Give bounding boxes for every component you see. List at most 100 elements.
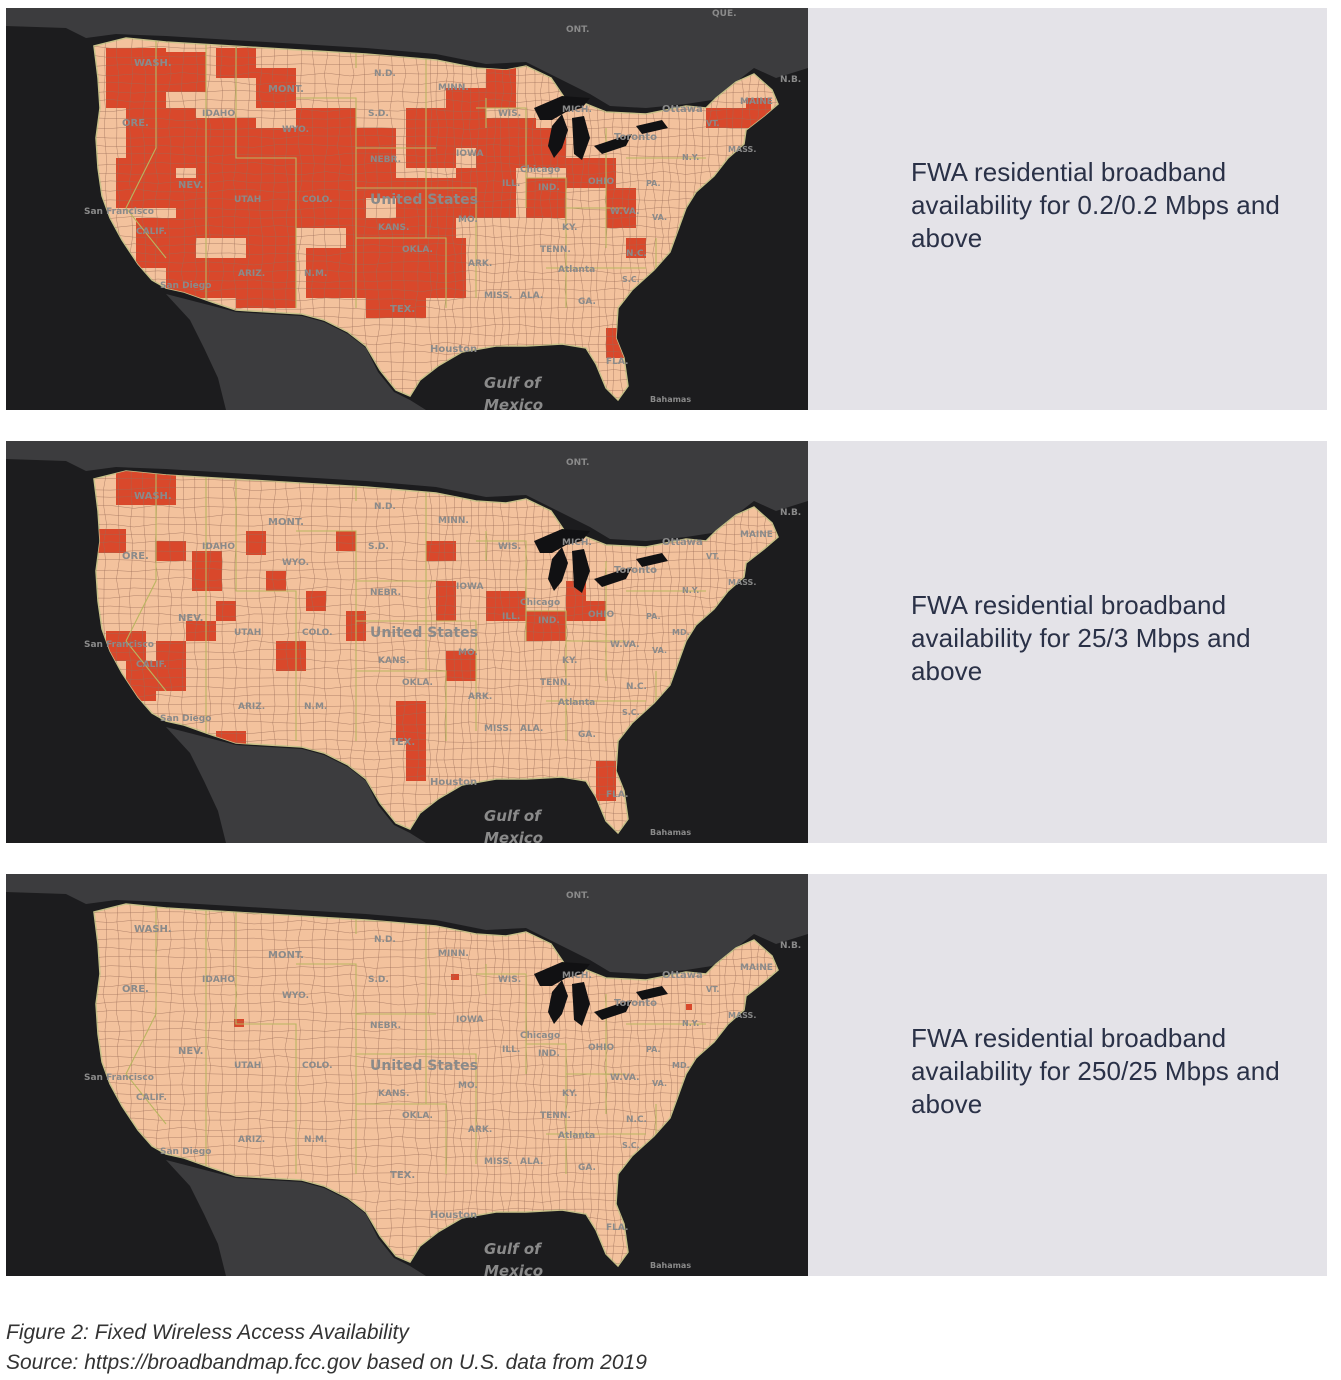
map-label: San Francisco — [84, 640, 154, 650]
map-label: Toronto — [614, 998, 657, 1009]
map-label: MONT. — [268, 950, 304, 961]
map-label: TEX. — [390, 304, 415, 315]
coverage-area — [456, 168, 516, 218]
map-label: ARIZ. — [238, 702, 265, 712]
map-label: Bahamas — [650, 1261, 691, 1270]
map-label: ONT. — [566, 25, 589, 35]
map-label: WIS. — [498, 975, 521, 985]
map-label: Atlanta — [558, 265, 595, 275]
map-label: OHIO — [588, 177, 615, 187]
map-label: MONT. — [268, 84, 304, 95]
map-label: OKLA. — [402, 678, 433, 688]
map-label: ORE. — [122, 118, 149, 129]
map-label: KANS. — [378, 1089, 409, 1099]
map-label: Chicago — [520, 1031, 560, 1041]
coverage-area — [306, 591, 326, 611]
map-label: ARK. — [468, 259, 492, 269]
map-svg-3: WASH. MONT. N.D. MINN. ORE. IDAHO WYO. S.D. WIS.… — [6, 874, 808, 1276]
map-label: San Diego — [160, 281, 211, 291]
map-label: MO. — [458, 1081, 478, 1091]
map-label: United States — [370, 625, 478, 641]
map-label: VT. — [706, 985, 719, 994]
map-label: WIS. — [498, 542, 521, 552]
map-label: Bahamas — [650, 828, 691, 837]
us-coverage-map-2: WASH. MONT. N.D. MINN. ORE. IDAHO WYO. S.D. WIS.… — [6, 441, 808, 843]
map-label: WYO. — [282, 125, 309, 135]
map-label: S.C. — [622, 1141, 640, 1150]
coverage-area — [296, 108, 356, 168]
map-label: N.B. — [780, 75, 801, 85]
map-label: WASH. — [134, 491, 172, 502]
map-label: NEV. — [178, 613, 203, 624]
map-label: TENN. — [540, 678, 571, 688]
coverage-area — [236, 258, 296, 308]
map-label: United States — [370, 1058, 478, 1074]
map-label: ILL. — [502, 179, 520, 189]
map-label: MICH. — [562, 538, 592, 548]
us-coverage-map-1: WASH. MONT. N.D. MINN. ORE. IDAHO WYO. S.D. WIS.… — [6, 8, 808, 410]
coverage-area — [566, 601, 606, 621]
map-label: MISS. — [484, 291, 512, 301]
map-label: N.B. — [780, 941, 801, 951]
mexico-landmass — [166, 1160, 426, 1276]
map-label: N.D. — [374, 69, 396, 79]
map-label: OHIO — [588, 1043, 615, 1053]
map-label: MISS. — [484, 1157, 512, 1167]
coverage-area — [186, 621, 216, 641]
map-label: GA. — [578, 730, 596, 740]
map-label: ORE. — [122, 551, 149, 562]
map-label: VT. — [706, 119, 719, 128]
map-label: Mexico — [484, 396, 543, 410]
figure-title: Figure 2: Fixed Wireless Access Availabi… — [6, 1321, 409, 1344]
map-label: Chicago — [520, 165, 560, 175]
map-label: NEV. — [178, 1046, 203, 1057]
map-label: MASS. — [728, 1011, 756, 1020]
map-label: MASS. — [728, 145, 756, 154]
great-lake — [636, 986, 668, 1000]
map-label: WYO. — [282, 991, 309, 1001]
map-label: CALIF. — [136, 660, 167, 670]
map-label: Bahamas — [650, 395, 691, 404]
map-label: FLA. — [606, 357, 628, 367]
great-lake — [572, 982, 590, 1026]
map-caption-2: FWA residential broadband availability f… — [911, 590, 1251, 686]
map-label: COLO. — [302, 195, 333, 205]
map-label: TENN. — [540, 1111, 571, 1121]
coverage-area — [526, 178, 566, 218]
map-label: IND. — [538, 1049, 560, 1059]
map-label: N.Y. — [682, 1019, 699, 1028]
map-label: United States — [370, 192, 478, 208]
map-label: KY. — [562, 223, 577, 233]
coverage-area — [451, 974, 459, 980]
map-label: FLA. — [606, 1223, 628, 1233]
map-label: W.VA. — [610, 207, 640, 217]
coverage-layer — [234, 974, 692, 1027]
map-label: IDAHO — [202, 109, 235, 119]
map-label: ILL. — [502, 1045, 520, 1055]
coverage-area — [366, 278, 426, 318]
map-label: MAINE — [740, 530, 773, 540]
great-lake — [594, 1000, 632, 1020]
map-label: IOWA — [456, 1015, 484, 1025]
map-label: N.C. — [626, 1115, 647, 1125]
coverage-area — [396, 701, 426, 741]
map-label: FLA. — [606, 790, 628, 800]
map-label: MAINE — [740, 97, 773, 107]
map-label: COLO. — [302, 628, 333, 638]
mexico-landmass — [166, 294, 426, 410]
map-label: ONT. — [566, 458, 589, 468]
map-label: KANS. — [378, 656, 409, 666]
map-label: Houston — [430, 777, 477, 788]
map-label: Ottawa — [662, 537, 703, 548]
map-label: N.M. — [304, 702, 327, 712]
map-label: PA. — [646, 612, 661, 621]
map-label: WASH. — [134, 924, 172, 935]
map-panel-1: WASH. MONT. N.D. MINN. ORE. IDAHO WYO. S.D. WIS.… — [6, 8, 1327, 410]
map-label: ILL. — [502, 612, 520, 622]
great-lake — [548, 547, 568, 591]
map-label: MICH. — [562, 971, 592, 981]
map-label: NEBR. — [370, 588, 401, 598]
figure-source: Source: https://broadbandmap.fcc.gov bas… — [6, 1351, 647, 1374]
coverage-area — [426, 541, 456, 561]
map-label: N.D. — [374, 502, 396, 512]
